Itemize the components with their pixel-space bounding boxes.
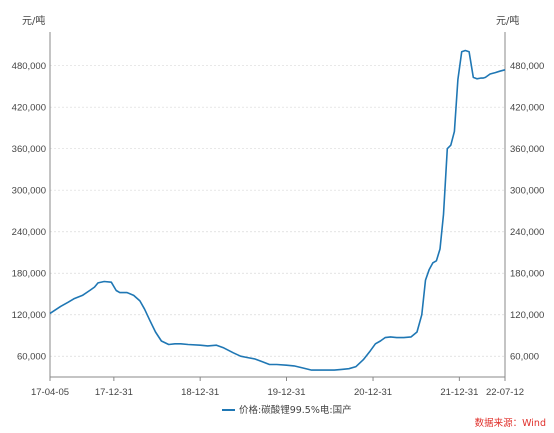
x-tick-label: 17-04-05 — [31, 387, 69, 398]
x-tick-label: 17-12-31 — [95, 387, 133, 398]
source-note: 数据来源：Wind — [475, 417, 546, 429]
y-tick-label-left: 300,000 — [12, 186, 46, 197]
x-axis-ticks: 17-04-05 17-12-31 18-12-31 19-12-31 20-12-31… — [31, 377, 524, 398]
left-y-axis-ticks: 60,000 120,000 180,000 240,000 300,000 360,00… — [12, 61, 46, 363]
right-y-axis-ticks: 60,000 120,000 180,000 240,000 300,000 360,00… — [510, 61, 544, 363]
x-tick-label: 19-12-31 — [267, 387, 305, 398]
x-tick-label: 20-12-31 — [354, 387, 392, 398]
y-tick-label-left: 480,000 — [12, 61, 46, 72]
y-tick-label-left: 180,000 — [12, 269, 46, 280]
y-tick-label-left: 420,000 — [12, 103, 46, 114]
y-tick-label-left: 360,000 — [12, 144, 46, 155]
x-tick-label: 21-12-31 — [440, 387, 478, 398]
left-unit-label: 元/吨 — [22, 14, 45, 27]
y-tick-label-left: 240,000 — [12, 227, 46, 238]
axes — [49, 32, 506, 378]
y-tick-label-right: 300,000 — [510, 186, 544, 197]
y-tick-label-right: 120,000 — [510, 310, 544, 321]
x-tick-label: 18-12-31 — [181, 387, 219, 398]
y-tick-label-right: 480,000 — [510, 61, 544, 72]
y-tick-label-right: 360,000 — [510, 144, 544, 155]
y-tick-label-right: 240,000 — [510, 227, 544, 238]
y-tick-label-right: 180,000 — [510, 269, 544, 280]
legend-label: 价格:碳酸锂99.5%电:国产 — [239, 404, 352, 416]
legend[interactable]: 价格:碳酸锂99.5%电:国产 — [222, 404, 352, 416]
gridlines — [50, 65, 505, 357]
y-tick-label-left: 60,000 — [17, 352, 46, 363]
right-unit-label: 元/吨 — [496, 14, 519, 27]
x-tick-label: 22-07-12 — [486, 387, 524, 398]
y-tick-label-left: 120,000 — [12, 310, 46, 321]
y-tick-label-right: 60,000 — [510, 352, 539, 363]
y-tick-label-right: 420,000 — [510, 103, 544, 114]
series-line — [49, 49, 506, 371]
